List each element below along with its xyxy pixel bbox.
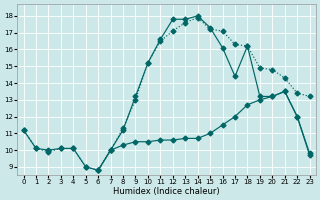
X-axis label: Humidex (Indice chaleur): Humidex (Indice chaleur) <box>113 187 220 196</box>
